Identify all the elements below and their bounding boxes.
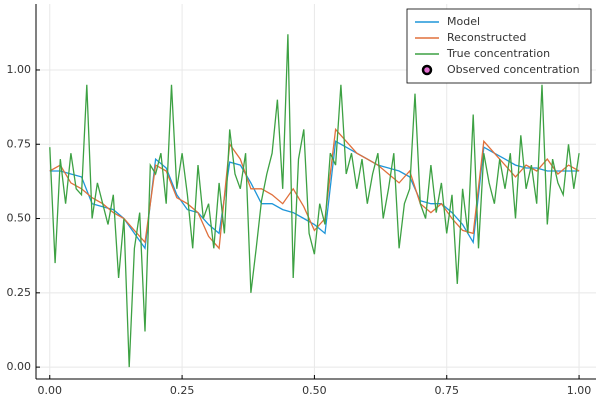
legend-label: Reconstructed xyxy=(447,31,526,44)
y-tick-label: 0.75 xyxy=(7,137,32,150)
x-tick-label: 0.00 xyxy=(38,384,63,397)
y-tick-label: 1.00 xyxy=(7,63,32,76)
legend-label: True concentration xyxy=(446,47,550,60)
y-tick-label: 0.25 xyxy=(7,286,32,299)
legend-label: Model xyxy=(447,15,480,28)
line xyxy=(49,127,580,250)
y-tick-label: 0.50 xyxy=(7,212,32,225)
y-tick-label: 0.00 xyxy=(7,360,32,373)
line xyxy=(49,34,580,368)
x-tick-label: 0.25 xyxy=(170,384,195,397)
legend-marker xyxy=(421,64,433,76)
x-tick-label: 1.00 xyxy=(567,384,592,397)
x-tick-label: 0.50 xyxy=(302,384,327,397)
line xyxy=(49,140,580,251)
x-tick-label: 0.75 xyxy=(434,384,459,397)
legend-label: Observed concentration xyxy=(447,63,580,76)
